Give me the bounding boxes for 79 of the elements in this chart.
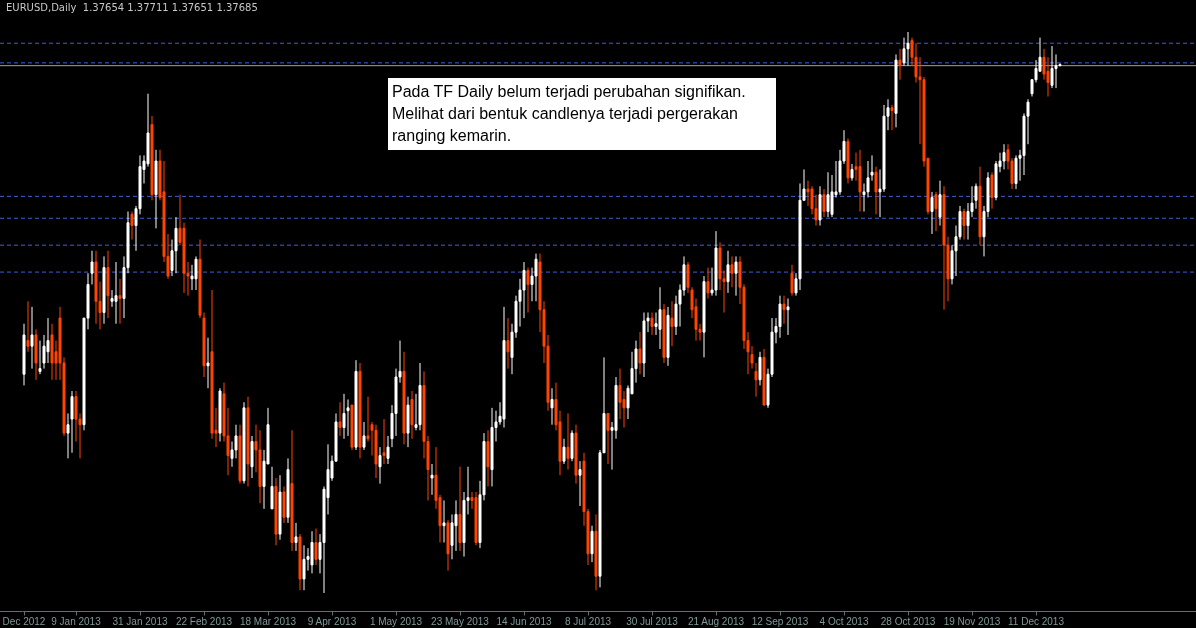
candlestick xyxy=(790,264,794,297)
candlestick xyxy=(338,401,342,437)
candlestick xyxy=(362,421,366,451)
x-tick-label: 30 Jul 2013 xyxy=(626,615,679,627)
candlestick xyxy=(114,261,118,325)
candlestick xyxy=(726,250,730,294)
candlestick xyxy=(730,255,734,288)
candlestick xyxy=(822,188,826,218)
candlestick xyxy=(578,460,582,507)
candlestick xyxy=(174,216,178,274)
candlestick xyxy=(658,286,662,350)
candlestick xyxy=(650,312,654,336)
candlestick xyxy=(778,295,782,339)
candlestick xyxy=(550,387,554,426)
candlestick xyxy=(890,104,894,131)
candlestick xyxy=(934,191,938,232)
annotation: Pada TF Daily belum terjadi perubahan signifikan. Melihat dari bentuk candlenya terjadi pergerakan ranging kemarin. xyxy=(388,78,776,150)
candlestick xyxy=(302,544,306,591)
candlestick xyxy=(962,208,966,241)
candlestick xyxy=(130,211,134,241)
x-tick-label: 11 Dec 2013 xyxy=(1008,615,1065,627)
candlestick xyxy=(670,300,674,347)
candlestick xyxy=(782,295,786,325)
x-tick-label: 31 Jan 2013 xyxy=(112,615,168,627)
candlestick xyxy=(606,412,610,465)
candlestick xyxy=(382,418,386,465)
x-tick-label: 14 Jun 2013 xyxy=(496,615,552,627)
candlestick xyxy=(430,463,434,496)
candlestick xyxy=(990,171,994,210)
candlestick xyxy=(566,412,570,471)
candlestick xyxy=(906,31,910,67)
candlestick xyxy=(874,166,878,215)
candlestick xyxy=(654,312,658,336)
candlestick xyxy=(118,278,122,325)
x-tick-label: 1 May 2013 xyxy=(369,615,423,627)
x-tick-label: 23 May 2013 xyxy=(431,615,490,627)
candlestick xyxy=(562,438,566,465)
candlestick xyxy=(194,255,198,291)
x-tick-label: 28 Oct 2013 xyxy=(880,615,936,627)
candlestick xyxy=(898,48,902,81)
x-tick-label: Dec 2012 xyxy=(2,615,46,627)
candlestick xyxy=(346,398,350,437)
candlestick xyxy=(506,317,510,370)
candlestick xyxy=(294,522,298,552)
candlestick xyxy=(806,180,810,207)
candlestick xyxy=(310,530,314,574)
x-tick-label: 12 Sep 2013 xyxy=(751,615,809,627)
candlestick xyxy=(342,393,346,440)
candlestick xyxy=(270,466,274,510)
x-tick-label: 9 Jan 2013 xyxy=(51,615,102,627)
candlestick xyxy=(1050,45,1054,89)
candlestick xyxy=(938,180,942,227)
candlestick xyxy=(70,390,74,454)
candlestick xyxy=(758,351,762,386)
x-tick-label: 18 Mar 2013 xyxy=(239,615,297,627)
candlestick xyxy=(442,499,446,544)
chart-title: EURUSD,Daily 1.37654 1.37711 1.37651 1.37685 xyxy=(6,2,258,13)
x-tick-label: 22 Feb 2013 xyxy=(175,615,233,627)
x-tick-label: 4 Oct 2013 xyxy=(819,615,869,627)
x-tick-label: 8 Jul 2013 xyxy=(564,615,612,627)
x-tick-label: 9 Apr 2013 xyxy=(307,615,357,627)
candlestick xyxy=(734,255,738,297)
candlestick xyxy=(1002,143,1006,170)
candlestick xyxy=(590,525,594,563)
candlestick xyxy=(314,527,318,566)
candlestick xyxy=(534,253,538,302)
candlestick xyxy=(26,300,30,353)
candlestick xyxy=(30,306,34,370)
x-tick-label: 21 Aug 2013 xyxy=(687,615,745,627)
x-tick-label: 19 Nov 2013 xyxy=(943,615,1001,627)
candlestick xyxy=(206,337,210,389)
candlestick xyxy=(110,289,114,308)
candlestick xyxy=(706,267,710,299)
candlestick xyxy=(786,297,790,336)
candlestick xyxy=(638,331,642,375)
candlestick xyxy=(526,267,530,313)
candlestick xyxy=(826,171,830,218)
candlestick xyxy=(930,191,934,235)
candlestick xyxy=(378,446,382,485)
